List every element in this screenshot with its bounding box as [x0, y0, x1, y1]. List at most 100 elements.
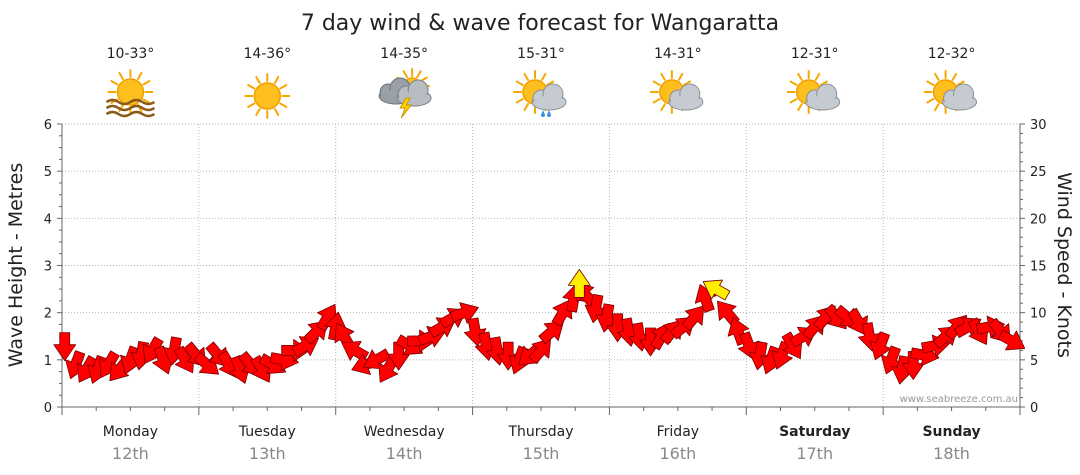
sun-ray — [110, 80, 119, 86]
sun-ray — [546, 80, 555, 86]
thunderstorm-icon — [378, 68, 432, 119]
wind-arrow — [551, 299, 573, 327]
right-tick-label: 25 — [1030, 165, 1047, 180]
sun-ray — [682, 80, 692, 86]
sun-ray — [797, 72, 803, 81]
cloud-shape — [668, 83, 704, 111]
wind-arrow — [450, 302, 479, 324]
day-date: 16th — [659, 444, 696, 463]
haze-line — [105, 104, 156, 112]
right-tick-label: 15 — [1030, 260, 1047, 275]
sun-ray — [515, 80, 524, 86]
sun-ray — [819, 80, 828, 86]
sun-ray — [926, 98, 935, 104]
sun-ray — [279, 102, 288, 108]
sun-ray — [273, 75, 280, 85]
left-axis-title: Wave Height - Metres — [5, 163, 27, 367]
sun-haze-icon — [105, 69, 156, 118]
sun-ray — [515, 98, 524, 104]
temp-range: 12-32° — [928, 46, 976, 62]
sun-cloud-icon — [786, 70, 841, 114]
sun-ray — [956, 80, 965, 86]
sun-ray — [814, 72, 821, 81]
temp-range: 15-31° — [517, 46, 565, 62]
temp-range: 14-36° — [243, 46, 291, 62]
rain-drop — [547, 110, 551, 117]
right-tick-label: 10 — [1030, 307, 1047, 322]
lightning-bolt — [399, 97, 413, 119]
temp-range: 14-31° — [654, 46, 702, 62]
sun-ray — [660, 72, 666, 81]
day-date: 13th — [249, 444, 286, 463]
left-tick-label: 5 — [44, 165, 52, 180]
haze-line — [105, 98, 156, 106]
sun-ray — [652, 98, 661, 104]
sun-icon — [244, 73, 291, 119]
wind-arrow — [528, 338, 552, 364]
sun-ray — [934, 72, 940, 81]
sun-ray — [523, 103, 529, 112]
day-name: Friday — [657, 424, 699, 440]
wind-arrow-max — [567, 268, 591, 298]
day-name: Saturday — [779, 424, 850, 440]
sun-ray — [934, 103, 940, 112]
sun-ray — [247, 84, 256, 90]
day-name: Sunday — [922, 424, 980, 440]
temp-range: 12-31° — [791, 46, 839, 62]
day-date: 15th — [523, 444, 560, 463]
sun-ray — [273, 107, 280, 117]
temp-range: 10-33° — [107, 46, 155, 62]
right-tick-label: 0 — [1030, 401, 1038, 416]
weather-icon-row — [105, 68, 978, 119]
day-name: Thursday — [507, 424, 573, 440]
day-name: Wednesday — [364, 424, 445, 440]
sun-ray — [951, 72, 958, 81]
sun-ray — [142, 98, 151, 104]
sun-cloud-rain-icon — [513, 70, 567, 117]
sun-disc — [116, 78, 145, 106]
sun-ray — [279, 84, 288, 90]
left-tick-label: 0 — [44, 401, 52, 416]
sun-ray — [416, 70, 422, 79]
haze-line — [105, 110, 156, 118]
sun-ray — [142, 80, 151, 86]
wind-arrow — [538, 321, 564, 345]
sun-ray — [677, 72, 684, 81]
sun-ray — [523, 72, 529, 81]
wind-arrow-max — [702, 279, 731, 301]
wind-arrow — [847, 307, 868, 336]
sun-ray — [255, 107, 261, 117]
day-date: 14th — [386, 444, 423, 463]
chart-title: 7 day wind & wave forecast for Wangaratt… — [301, 11, 779, 36]
left-tick-label: 3 — [44, 260, 52, 275]
sun-disc — [253, 82, 282, 110]
right-tick-label: 20 — [1030, 212, 1047, 227]
sun-ray — [541, 72, 547, 81]
wind-arrow — [694, 284, 717, 313]
temp-range: 14-35° — [380, 46, 428, 62]
day-date: 18th — [933, 444, 970, 463]
wind-arrow — [681, 305, 705, 331]
temperature-row: 10-33° 14-36° 14-35° 15-31° 14-31° 12-31° 12-3… — [107, 46, 976, 62]
wind-arrows — [53, 268, 1026, 385]
rain-drop — [541, 110, 545, 117]
watermark: www.seabreeze.com.au — [900, 394, 1018, 405]
right-tick-label: 5 — [1030, 354, 1038, 369]
day-name: Tuesday — [238, 424, 296, 440]
sun-ray — [926, 80, 935, 86]
day-date: 17th — [796, 444, 833, 463]
axes: 0 1 2 3 4 5 6 0 5 10 15 20 25 30 — [44, 118, 1047, 416]
cloud-shape — [942, 83, 978, 111]
left-tick-label: 1 — [44, 354, 52, 369]
cloud-shape — [805, 83, 841, 111]
cloud-shape — [531, 83, 567, 111]
sun-ray — [402, 70, 409, 79]
sun-cloud-icon — [649, 70, 704, 114]
sun-ray — [797, 103, 803, 112]
sun-ray — [136, 71, 143, 81]
sun-ray — [660, 103, 666, 112]
sun-ray — [247, 102, 256, 108]
sun-ray — [255, 75, 261, 85]
sun-ray — [118, 71, 124, 81]
